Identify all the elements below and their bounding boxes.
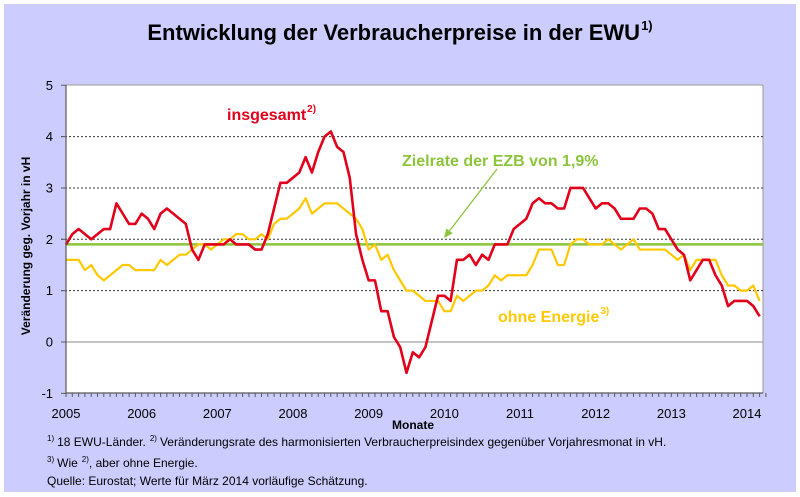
chart-title-footnote-marker: 1): [641, 18, 653, 33]
x-axis-ticks: 2005 2006 2007 2008 2009 2010 2011 2012 2013 2014: [52, 393, 767, 421]
reference-arrow-icon: [444, 168, 498, 238]
y-tick-label: 4: [46, 129, 53, 144]
reference-line-label: Zielrate der EZB von 1,9%: [402, 153, 599, 170]
footnote-marker: 2): [149, 434, 157, 443]
y-axis-title: Veränderung geg. Vorjahr in vH: [19, 157, 33, 335]
footnote-text: Veränderungsrate des harmonisierten Verb…: [159, 435, 667, 449]
footnote-line-2: 3) Wie 2), aber ohne Energie.: [47, 455, 198, 473]
footnote-text: , aber ohne Energie.: [88, 456, 198, 470]
y-tick-label: -1: [41, 386, 53, 401]
reference-arrow-head: [444, 228, 453, 238]
x-tick-label: 2009: [354, 406, 383, 421]
x-tick-label: 2007: [203, 406, 232, 421]
series-group: [64, 130, 761, 375]
y-tick-label: 3: [46, 180, 53, 195]
x-tick-label: 2010: [430, 406, 459, 421]
x-tick-label: 2012: [581, 406, 610, 421]
series-label-insgesamt-footnote: 2): [307, 104, 316, 115]
series-line-ohne-energie: [66, 197, 761, 313]
footnote-line-1: 1) 18 EWU-Länder. 2) Veränderungsrate des h…: [47, 434, 666, 452]
chart-title: Entwicklung der Verbraucherpreise in der…: [0, 18, 800, 50]
series-label-insgesamt: insgesamt2): [227, 104, 316, 124]
x-tick-label: 2011: [506, 406, 534, 421]
series-line-insgesamt: [64, 130, 761, 375]
series-label-ohne-energie: ohne Energie3): [498, 306, 609, 326]
x-axis-title: Monate: [392, 418, 434, 432]
series-label-insgesamt-text: insgesamt: [227, 107, 307, 124]
x-tick-label: 2008: [279, 406, 308, 421]
footnote-text: Wie: [57, 456, 78, 470]
y-tick-label: 2: [46, 232, 53, 247]
y-tick-label: 5: [46, 78, 53, 93]
x-tick-label: 2014: [733, 406, 762, 421]
x-tick-label: 2006: [127, 406, 156, 421]
y-axis-ticks: -1 0 1 2 3 4 5: [41, 78, 66, 401]
footnote-marker: 3): [47, 455, 55, 464]
y-tick-label: 0: [46, 335, 53, 350]
source-note: Quelle: Eurostat; Werte für März 2014 vo…: [47, 474, 368, 488]
x-month-tick-marks: [65, 393, 767, 397]
footnote-text: 18 EWU-Länder.: [57, 435, 146, 449]
reference-arrow-shaft: [448, 168, 498, 232]
x-tick-label: 2005: [52, 406, 81, 421]
y-tick-label: 1: [46, 283, 53, 298]
series-label-ohne-energie-text: ohne Energie: [498, 309, 599, 326]
gridlines: [61, 136, 763, 343]
footnote-marker: 1): [47, 434, 55, 443]
footnote-marker: 2): [81, 455, 89, 464]
series-label-ohne-energie-footnote: 3): [600, 306, 609, 317]
x-tick-label: 2013: [657, 406, 686, 421]
chart-title-text: Entwicklung der Verbraucherpreise in der…: [147, 20, 641, 45]
